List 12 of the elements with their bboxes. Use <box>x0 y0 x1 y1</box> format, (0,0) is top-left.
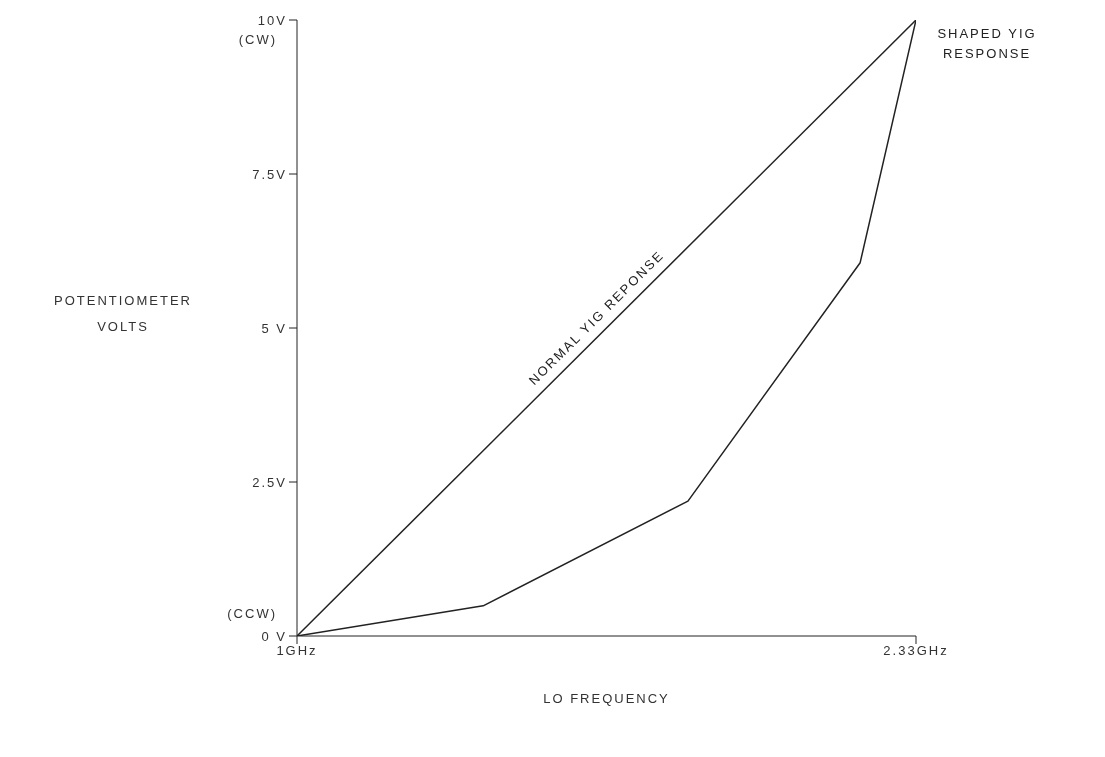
y-axis-title: POTENTIOMETER VOLTS <box>53 292 193 336</box>
y-tick-label: 7.5V <box>252 166 287 182</box>
text: (CW) <box>237 32 277 47</box>
x-tick-label: 1GHz <box>276 643 318 659</box>
x-tick-label: 2.33GHz <box>883 643 949 659</box>
x-axis-title: LO FREQUENCY <box>542 690 671 708</box>
y-tick-label: 2.5V <box>252 474 287 490</box>
series-label: SHAPED YIG RESPONSE <box>936 25 1038 63</box>
text: (CCW) <box>226 606 277 621</box>
y-tick-label: 0 V <box>261 628 287 644</box>
y-tick-label: 10V <box>257 12 287 28</box>
y-tick-label: 5 V <box>261 320 287 336</box>
